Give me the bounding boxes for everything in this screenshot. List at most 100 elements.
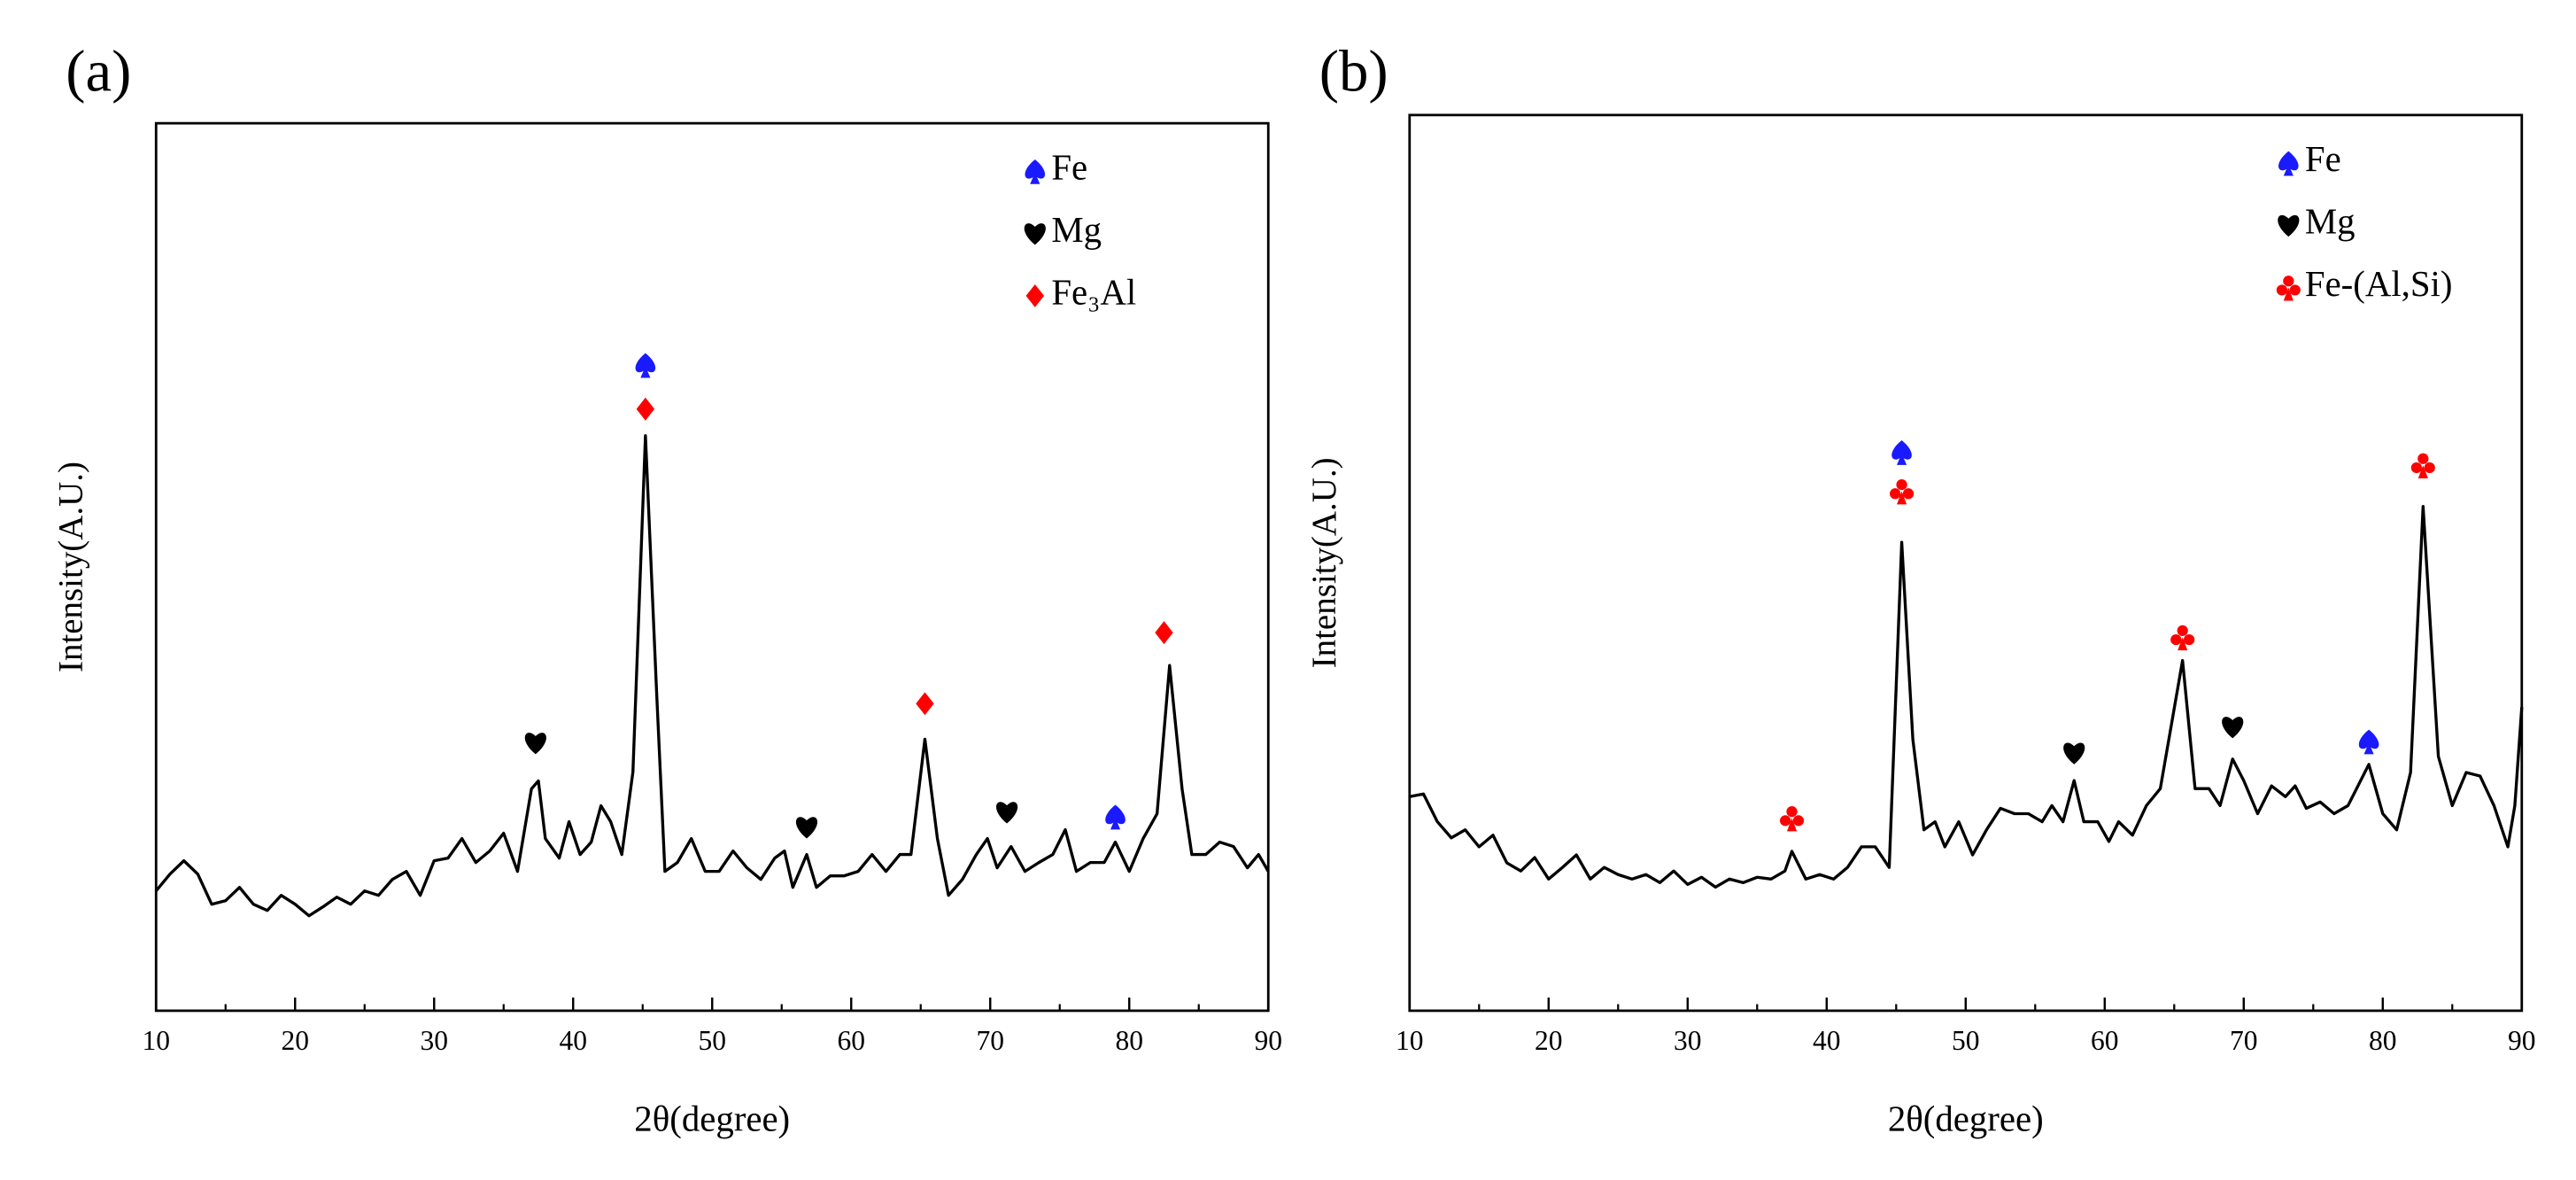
phase-marker: [1890, 478, 1915, 505]
symbol-part: [2283, 276, 2294, 287]
phase-marker: [996, 802, 1018, 824]
legend-label: Fe: [2305, 139, 2341, 179]
legend-label: Fe₃Al: [1051, 272, 1136, 312]
legend-symbol: [1025, 283, 1044, 307]
symbol-part: [1024, 223, 1046, 245]
symbol-part: [2183, 633, 2195, 646]
phase-marker: [1891, 440, 1912, 465]
x-tick-label: 70: [2230, 1025, 2258, 1056]
symbol-part: [2289, 284, 2301, 296]
legend-symbol: [1024, 223, 1046, 245]
symbol-part: [2283, 287, 2294, 301]
x-tick-label: 10: [1396, 1025, 1424, 1056]
phase-marker: [2222, 717, 2244, 739]
legend-label: Mg: [1051, 210, 1102, 250]
phase-marker: [636, 397, 655, 421]
x-tick-label: 20: [1535, 1025, 1563, 1056]
legend-label: Fe-(Al,Si): [2305, 264, 2453, 304]
symbol-part: [2170, 633, 2182, 646]
x-tick-label: 40: [559, 1025, 587, 1056]
legend-symbol: [2276, 276, 2301, 301]
symbol-part: [916, 692, 934, 716]
y-axis-label: Intensity(A.U.): [1305, 457, 1343, 668]
symbol-part: [996, 802, 1018, 824]
symbol-part: [636, 397, 655, 421]
symbol-part: [2178, 637, 2188, 651]
symbol-part: [1896, 478, 1907, 491]
phase-marker: [2063, 742, 2085, 765]
symbol-part: [2410, 462, 2423, 474]
xrd-curve: [1409, 505, 2524, 889]
symbol-part: [1890, 488, 1901, 500]
symbol-part: [2417, 465, 2428, 479]
x-tick-label: 50: [1952, 1025, 1980, 1056]
phase-marker: [524, 733, 546, 755]
phase-marker: [916, 692, 934, 716]
phase-marker: [795, 817, 818, 839]
symbol-part: [1891, 440, 1912, 460]
phase-marker: [2170, 625, 2195, 651]
symbol-part: [795, 817, 818, 839]
legend-symbol: [2278, 214, 2300, 237]
x-tick-label: 60: [2091, 1025, 2119, 1056]
x-tick-label: 20: [281, 1025, 309, 1056]
symbol-part: [1025, 159, 1046, 179]
symbol-part: [2278, 151, 2299, 171]
symbol-part: [1902, 488, 1915, 500]
symbol-part: [1896, 491, 1907, 505]
panel-label: (b): [1319, 39, 1389, 105]
x-tick-label: 60: [837, 1025, 865, 1056]
symbol-part: [1779, 815, 1791, 827]
symbol-part: [1155, 621, 1173, 645]
x-tick-label: 40: [1813, 1025, 1841, 1056]
symbol-part: [2222, 717, 2244, 739]
symbol-part: [1025, 283, 1044, 307]
phase-marker: [1155, 621, 1173, 645]
symbol-part: [2063, 742, 2085, 765]
x-tick-label: 30: [1674, 1025, 1702, 1056]
legend-symbol: [1025, 159, 1046, 184]
symbol-part: [2278, 214, 2300, 237]
panel-label: (a): [66, 39, 131, 105]
phase-marker: [1105, 804, 1126, 830]
y-axis-label: Intensity(A.U.): [51, 462, 89, 672]
phase-marker: [1779, 805, 1805, 832]
symbol-part: [1896, 453, 1907, 465]
x-tick-label: 50: [698, 1025, 726, 1056]
symbol-part: [640, 366, 651, 378]
legend-label: Mg: [2305, 202, 2356, 242]
legend-symbol: [2278, 151, 2299, 176]
x-axis-label: 2θ(degree): [634, 1098, 790, 1138]
plot-frame: [154, 121, 1270, 1013]
symbol-part: [2276, 284, 2288, 296]
symbol-part: [1110, 818, 1121, 830]
symbol-part: [1030, 172, 1040, 184]
x-tick-label: 90: [1254, 1025, 1282, 1056]
x-tick-label: 90: [2508, 1025, 2536, 1056]
x-tick-label: 30: [420, 1025, 448, 1056]
phase-marker: [2358, 729, 2379, 755]
x-tick-label: 70: [976, 1025, 1004, 1056]
x-tick-label: 10: [142, 1025, 170, 1056]
phase-marker: [2410, 453, 2435, 479]
symbol-part: [2417, 453, 2429, 464]
symbol-part: [2177, 625, 2188, 637]
legend-label: Fe: [1051, 147, 1087, 187]
symbol-part: [2424, 462, 2435, 474]
symbol-part: [1786, 818, 1798, 832]
xrd-curve: [154, 434, 1270, 918]
x-tick-label: 80: [1115, 1025, 1143, 1056]
symbol-part: [524, 733, 546, 755]
symbol-part: [1786, 805, 1798, 818]
symbol-part: [635, 353, 656, 373]
symbol-part: [2358, 729, 2379, 749]
x-tick-label: 80: [2369, 1025, 2397, 1056]
symbol-part: [2363, 742, 2374, 755]
x-axis-label: 2θ(degree): [1888, 1098, 2044, 1138]
plot-frame: [1408, 113, 2524, 1013]
symbol-part: [1105, 804, 1126, 825]
phase-marker: [635, 353, 656, 378]
symbol-part: [2283, 164, 2294, 176]
